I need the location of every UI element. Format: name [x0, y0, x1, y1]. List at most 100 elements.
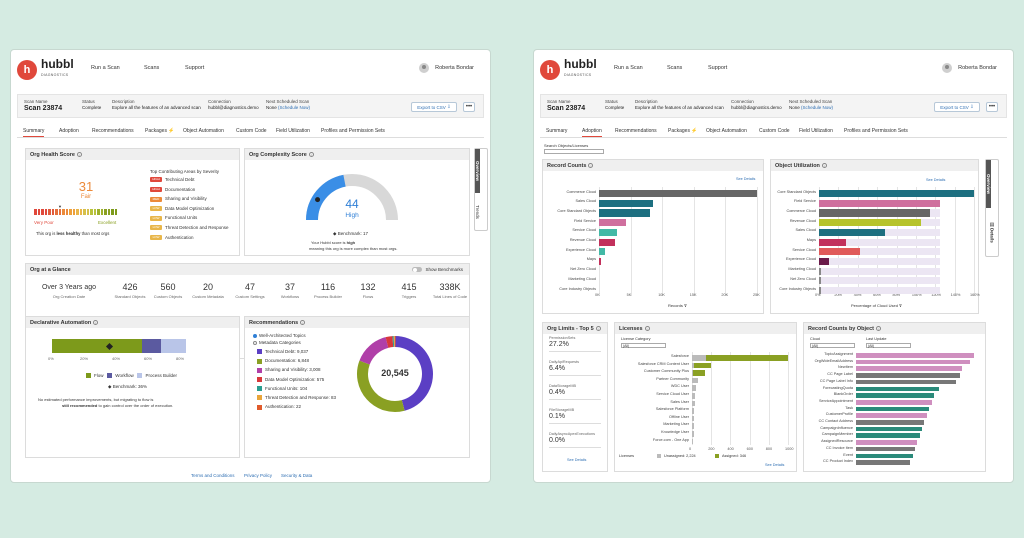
bar[interactable]	[819, 238, 847, 246]
bar[interactable]	[599, 257, 601, 266]
org-limits-see-details[interactable]: See Details	[567, 458, 587, 462]
bar[interactable]	[599, 190, 757, 198]
tab-field-utilization[interactable]: Field Utilization	[799, 128, 833, 134]
object-bar[interactable]	[856, 353, 974, 358]
search-input[interactable]	[544, 149, 604, 154]
tab-packages[interactable]: Packages ⚡	[668, 128, 698, 134]
object-bar[interactable]	[856, 386, 939, 392]
unassigned-bar[interactable]	[692, 423, 694, 429]
nav-support[interactable]: Support	[185, 65, 205, 71]
user-menu[interactable]: Roberta Bondar	[419, 63, 474, 73]
bar[interactable]	[819, 219, 921, 227]
info-icon[interactable]: i	[300, 320, 306, 326]
tab-object-automation[interactable]: Object Automation	[706, 128, 747, 134]
side-tab-overview[interactable]: Overview	[986, 160, 991, 208]
assigned-bar[interactable]	[706, 355, 788, 361]
tab-custom-code[interactable]: Custom Code	[759, 128, 790, 134]
tab-profiles-permissions[interactable]: Profiles and Permission Sets	[321, 128, 385, 134]
object-bar[interactable]	[856, 426, 923, 432]
bar[interactable]	[599, 199, 653, 207]
object-bar[interactable]	[856, 460, 911, 465]
schedule-now-link[interactable]: (Schedule Now)	[801, 104, 834, 110]
bar[interactable]	[819, 277, 821, 285]
nav-support[interactable]: Support	[708, 65, 728, 71]
unassigned-bar[interactable]	[692, 370, 693, 376]
cloud-filter-select[interactable]: (All)	[810, 343, 855, 348]
object-bar[interactable]	[856, 420, 925, 425]
bar[interactable]	[819, 209, 931, 217]
schedule-now-link[interactable]: (Schedule Now)	[278, 104, 311, 110]
info-icon[interactable]: i	[588, 163, 594, 169]
object-bar[interactable]	[856, 359, 971, 365]
bar[interactable]	[599, 238, 616, 246]
filter-icon[interactable]: ⊽	[684, 303, 687, 308]
show-benchmarks-toggle[interactable]: Show Benchmarks	[412, 267, 463, 272]
donut-slice[interactable]	[393, 336, 395, 348]
nav-scans[interactable]: Scans	[667, 65, 683, 71]
unassigned-bar[interactable]	[692, 408, 695, 414]
nav-scans[interactable]: Scans	[144, 65, 160, 71]
hubbl-logo[interactable]: h hubbl DIAGNOSTICS	[540, 58, 597, 81]
license-category-select[interactable]: (All)	[621, 343, 666, 348]
info-icon[interactable]: i	[93, 320, 99, 326]
unassigned-bar[interactable]	[692, 385, 696, 391]
last-update-select[interactable]: (All)	[866, 343, 911, 348]
radio-metadata-categories[interactable]: Metadata Categories	[253, 340, 301, 345]
donut-slice[interactable]	[395, 336, 433, 411]
toggle-switch[interactable]	[412, 267, 423, 272]
info-icon[interactable]: i	[595, 326, 601, 332]
donut-slice[interactable]	[392, 336, 395, 348]
object-bar[interactable]	[856, 453, 913, 459]
object-bar[interactable]	[856, 393, 934, 398]
tab-recommendations[interactable]: Recommendations	[92, 128, 134, 134]
object-bar[interactable]	[856, 399, 932, 405]
record-counts-see-details[interactable]: See Details	[736, 177, 756, 181]
bar[interactable]	[819, 287, 821, 295]
side-tab-details[interactable]: Details	[989, 227, 995, 243]
tab-custom-code[interactable]: Custom Code	[236, 128, 267, 134]
tab-adoption[interactable]: Adoption	[59, 128, 79, 134]
bar[interactable]	[819, 257, 829, 266]
assigned-bar[interactable]	[693, 362, 712, 369]
filter-icon[interactable]: ⊽	[899, 303, 902, 308]
unassigned-bar[interactable]	[692, 393, 695, 399]
info-icon[interactable]: i	[876, 326, 882, 332]
unassigned-bar[interactable]	[692, 377, 698, 384]
tab-object-automation[interactable]: Object Automation	[183, 128, 224, 134]
bar[interactable]	[599, 228, 617, 236]
info-icon[interactable]: i	[76, 152, 82, 158]
assigned-bar[interactable]	[692, 370, 706, 376]
object-bar[interactable]	[856, 446, 915, 452]
unassigned-bar[interactable]	[692, 362, 694, 369]
more-options-button[interactable]: •••	[463, 102, 475, 112]
footer-security[interactable]: Security & Data	[281, 473, 313, 478]
bar[interactable]	[819, 199, 941, 207]
object-bar[interactable]	[856, 406, 930, 412]
tab-profiles-permissions[interactable]: Profiles and Permission Sets	[844, 128, 908, 134]
object-bar[interactable]	[856, 440, 918, 445]
side-tab-trends[interactable]: Trends	[475, 204, 480, 219]
bar[interactable]	[819, 248, 860, 256]
donut-slice[interactable]	[357, 360, 405, 412]
object-bar[interactable]	[856, 433, 920, 439]
donut-slice[interactable]	[359, 337, 389, 365]
donut-slice[interactable]	[394, 336, 396, 348]
unassigned-bar[interactable]	[692, 415, 695, 422]
nav-run-scan[interactable]: Run a Scan	[91, 65, 120, 71]
more-options-button[interactable]: •••	[986, 102, 998, 112]
object-bar[interactable]	[856, 413, 927, 418]
tab-recommendations[interactable]: Recommendations	[615, 128, 657, 134]
user-menu[interactable]: Roberta Bondar	[942, 63, 997, 73]
bar[interactable]	[599, 248, 605, 256]
info-icon[interactable]: i	[644, 326, 650, 332]
export-csv-button[interactable]: Export to CSV ⇩	[411, 102, 457, 112]
unassigned-bar[interactable]	[692, 355, 707, 361]
tab-adoption[interactable]: Adoption	[582, 128, 602, 137]
bar[interactable]	[599, 219, 627, 227]
donut-slice[interactable]	[385, 336, 394, 348]
tab-packages[interactable]: Packages ⚡	[145, 128, 175, 134]
object-bar[interactable]	[856, 373, 960, 378]
tab-summary[interactable]: Summary	[23, 128, 45, 137]
licenses-see-details[interactable]: See Details	[765, 463, 785, 467]
bar[interactable]	[599, 209, 650, 217]
